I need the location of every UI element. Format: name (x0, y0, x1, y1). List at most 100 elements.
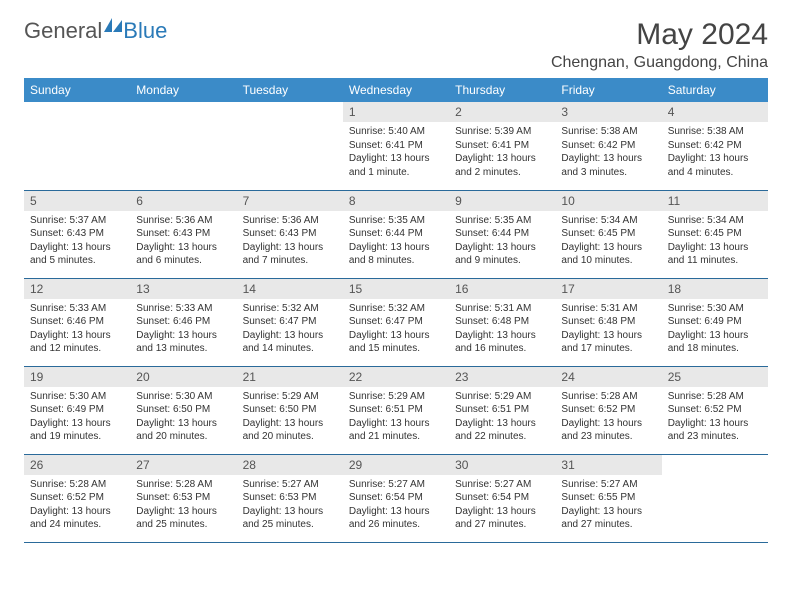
day-number: 7 (237, 191, 343, 211)
calendar-cell: 30Sunrise: 5:27 AMSunset: 6:54 PMDayligh… (449, 454, 555, 542)
day-number: 23 (449, 367, 555, 387)
weekday-header: Monday (130, 78, 236, 102)
day-number: 12 (24, 279, 130, 299)
calendar-row: 5Sunrise: 5:37 AMSunset: 6:43 PMDaylight… (24, 190, 768, 278)
weekday-header: Saturday (662, 78, 768, 102)
day-detail: Sunrise: 5:36 AMSunset: 6:43 PMDaylight:… (130, 211, 236, 272)
calendar-cell: 24Sunrise: 5:28 AMSunset: 6:52 PMDayligh… (555, 366, 661, 454)
calendar-table: SundayMondayTuesdayWednesdayThursdayFrid… (24, 78, 768, 543)
calendar-cell: 27Sunrise: 5:28 AMSunset: 6:53 PMDayligh… (130, 454, 236, 542)
day-number: 30 (449, 455, 555, 475)
day-detail: Sunrise: 5:31 AMSunset: 6:48 PMDaylight:… (555, 299, 661, 360)
calendar-cell: 7Sunrise: 5:36 AMSunset: 6:43 PMDaylight… (237, 190, 343, 278)
calendar-cell: 11Sunrise: 5:34 AMSunset: 6:45 PMDayligh… (662, 190, 768, 278)
calendar-cell: 19Sunrise: 5:30 AMSunset: 6:49 PMDayligh… (24, 366, 130, 454)
day-number: 20 (130, 367, 236, 387)
day-detail: Sunrise: 5:29 AMSunset: 6:51 PMDaylight:… (449, 387, 555, 448)
day-number: 31 (555, 455, 661, 475)
day-detail: Sunrise: 5:32 AMSunset: 6:47 PMDaylight:… (343, 299, 449, 360)
day-detail: Sunrise: 5:35 AMSunset: 6:44 PMDaylight:… (449, 211, 555, 272)
day-detail: Sunrise: 5:39 AMSunset: 6:41 PMDaylight:… (449, 122, 555, 183)
calendar-cell: 15Sunrise: 5:32 AMSunset: 6:47 PMDayligh… (343, 278, 449, 366)
day-number: 29 (343, 455, 449, 475)
day-detail: Sunrise: 5:27 AMSunset: 6:55 PMDaylight:… (555, 475, 661, 536)
month-title: May 2024 (551, 18, 768, 52)
day-detail: Sunrise: 5:32 AMSunset: 6:47 PMDaylight:… (237, 299, 343, 360)
day-detail: Sunrise: 5:36 AMSunset: 6:43 PMDaylight:… (237, 211, 343, 272)
calendar-cell: 13Sunrise: 5:33 AMSunset: 6:46 PMDayligh… (130, 278, 236, 366)
calendar-cell: 10Sunrise: 5:34 AMSunset: 6:45 PMDayligh… (555, 190, 661, 278)
day-detail: Sunrise: 5:35 AMSunset: 6:44 PMDaylight:… (343, 211, 449, 272)
header: General Blue May 2024 Chengnan, Guangdon… (24, 18, 768, 72)
calendar-cell: 28Sunrise: 5:27 AMSunset: 6:53 PMDayligh… (237, 454, 343, 542)
day-number: 24 (555, 367, 661, 387)
day-number: 19 (24, 367, 130, 387)
calendar-cell: 9Sunrise: 5:35 AMSunset: 6:44 PMDaylight… (449, 190, 555, 278)
calendar-row: 1Sunrise: 5:40 AMSunset: 6:41 PMDaylight… (24, 102, 768, 190)
day-detail: Sunrise: 5:28 AMSunset: 6:52 PMDaylight:… (24, 475, 130, 536)
calendar-cell: 25Sunrise: 5:28 AMSunset: 6:52 PMDayligh… (662, 366, 768, 454)
weekday-header: Thursday (449, 78, 555, 102)
day-detail: Sunrise: 5:34 AMSunset: 6:45 PMDaylight:… (662, 211, 768, 272)
day-detail: Sunrise: 5:27 AMSunset: 6:54 PMDaylight:… (449, 475, 555, 536)
weekday-header: Sunday (24, 78, 130, 102)
day-number: 13 (130, 279, 236, 299)
day-number: 6 (130, 191, 236, 211)
weekday-header: Friday (555, 78, 661, 102)
calendar-cell-empty (130, 102, 236, 190)
day-number: 28 (237, 455, 343, 475)
day-number: 16 (449, 279, 555, 299)
day-number: 3 (555, 102, 661, 122)
calendar-cell: 12Sunrise: 5:33 AMSunset: 6:46 PMDayligh… (24, 278, 130, 366)
day-number: 1 (343, 102, 449, 122)
calendar-cell: 1Sunrise: 5:40 AMSunset: 6:41 PMDaylight… (343, 102, 449, 190)
day-number: 11 (662, 191, 768, 211)
day-detail: Sunrise: 5:34 AMSunset: 6:45 PMDaylight:… (555, 211, 661, 272)
day-detail: Sunrise: 5:27 AMSunset: 6:54 PMDaylight:… (343, 475, 449, 536)
calendar-cell: 6Sunrise: 5:36 AMSunset: 6:43 PMDaylight… (130, 190, 236, 278)
calendar-row: 12Sunrise: 5:33 AMSunset: 6:46 PMDayligh… (24, 278, 768, 366)
logo-text-2: Blue (123, 18, 167, 44)
calendar-cell: 22Sunrise: 5:29 AMSunset: 6:51 PMDayligh… (343, 366, 449, 454)
day-number: 27 (130, 455, 236, 475)
day-detail: Sunrise: 5:38 AMSunset: 6:42 PMDaylight:… (662, 122, 768, 183)
calendar-cell: 21Sunrise: 5:29 AMSunset: 6:50 PMDayligh… (237, 366, 343, 454)
day-number: 8 (343, 191, 449, 211)
calendar-cell: 26Sunrise: 5:28 AMSunset: 6:52 PMDayligh… (24, 454, 130, 542)
day-number: 18 (662, 279, 768, 299)
day-number: 2 (449, 102, 555, 122)
calendar-cell: 5Sunrise: 5:37 AMSunset: 6:43 PMDaylight… (24, 190, 130, 278)
day-number: 15 (343, 279, 449, 299)
day-detail: Sunrise: 5:28 AMSunset: 6:52 PMDaylight:… (555, 387, 661, 448)
day-number: 10 (555, 191, 661, 211)
day-detail: Sunrise: 5:27 AMSunset: 6:53 PMDaylight:… (237, 475, 343, 536)
calendar-cell: 2Sunrise: 5:39 AMSunset: 6:41 PMDaylight… (449, 102, 555, 190)
day-detail: Sunrise: 5:33 AMSunset: 6:46 PMDaylight:… (24, 299, 130, 360)
day-number: 26 (24, 455, 130, 475)
day-detail: Sunrise: 5:40 AMSunset: 6:41 PMDaylight:… (343, 122, 449, 183)
calendar-cell: 4Sunrise: 5:38 AMSunset: 6:42 PMDaylight… (662, 102, 768, 190)
calendar-cell: 23Sunrise: 5:29 AMSunset: 6:51 PMDayligh… (449, 366, 555, 454)
day-detail: Sunrise: 5:30 AMSunset: 6:49 PMDaylight:… (24, 387, 130, 448)
day-number: 4 (662, 102, 768, 122)
logo-text-1: General (24, 18, 102, 44)
calendar-cell: 16Sunrise: 5:31 AMSunset: 6:48 PMDayligh… (449, 278, 555, 366)
calendar-cell: 14Sunrise: 5:32 AMSunset: 6:47 PMDayligh… (237, 278, 343, 366)
day-number: 25 (662, 367, 768, 387)
calendar-cell: 8Sunrise: 5:35 AMSunset: 6:44 PMDaylight… (343, 190, 449, 278)
location: Chengnan, Guangdong, China (551, 54, 768, 72)
day-number: 5 (24, 191, 130, 211)
weekday-header-row: SundayMondayTuesdayWednesdayThursdayFrid… (24, 78, 768, 102)
day-detail: Sunrise: 5:29 AMSunset: 6:51 PMDaylight:… (343, 387, 449, 448)
title-block: May 2024 Chengnan, Guangdong, China (551, 18, 768, 72)
day-number: 22 (343, 367, 449, 387)
calendar-body: 1Sunrise: 5:40 AMSunset: 6:41 PMDaylight… (24, 102, 768, 542)
day-number: 17 (555, 279, 661, 299)
day-detail: Sunrise: 5:30 AMSunset: 6:49 PMDaylight:… (662, 299, 768, 360)
calendar-cell-empty (662, 454, 768, 542)
day-detail: Sunrise: 5:28 AMSunset: 6:53 PMDaylight:… (130, 475, 236, 536)
weekday-header: Wednesday (343, 78, 449, 102)
calendar-cell: 29Sunrise: 5:27 AMSunset: 6:54 PMDayligh… (343, 454, 449, 542)
logo: General Blue (24, 18, 167, 44)
day-detail: Sunrise: 5:30 AMSunset: 6:50 PMDaylight:… (130, 387, 236, 448)
